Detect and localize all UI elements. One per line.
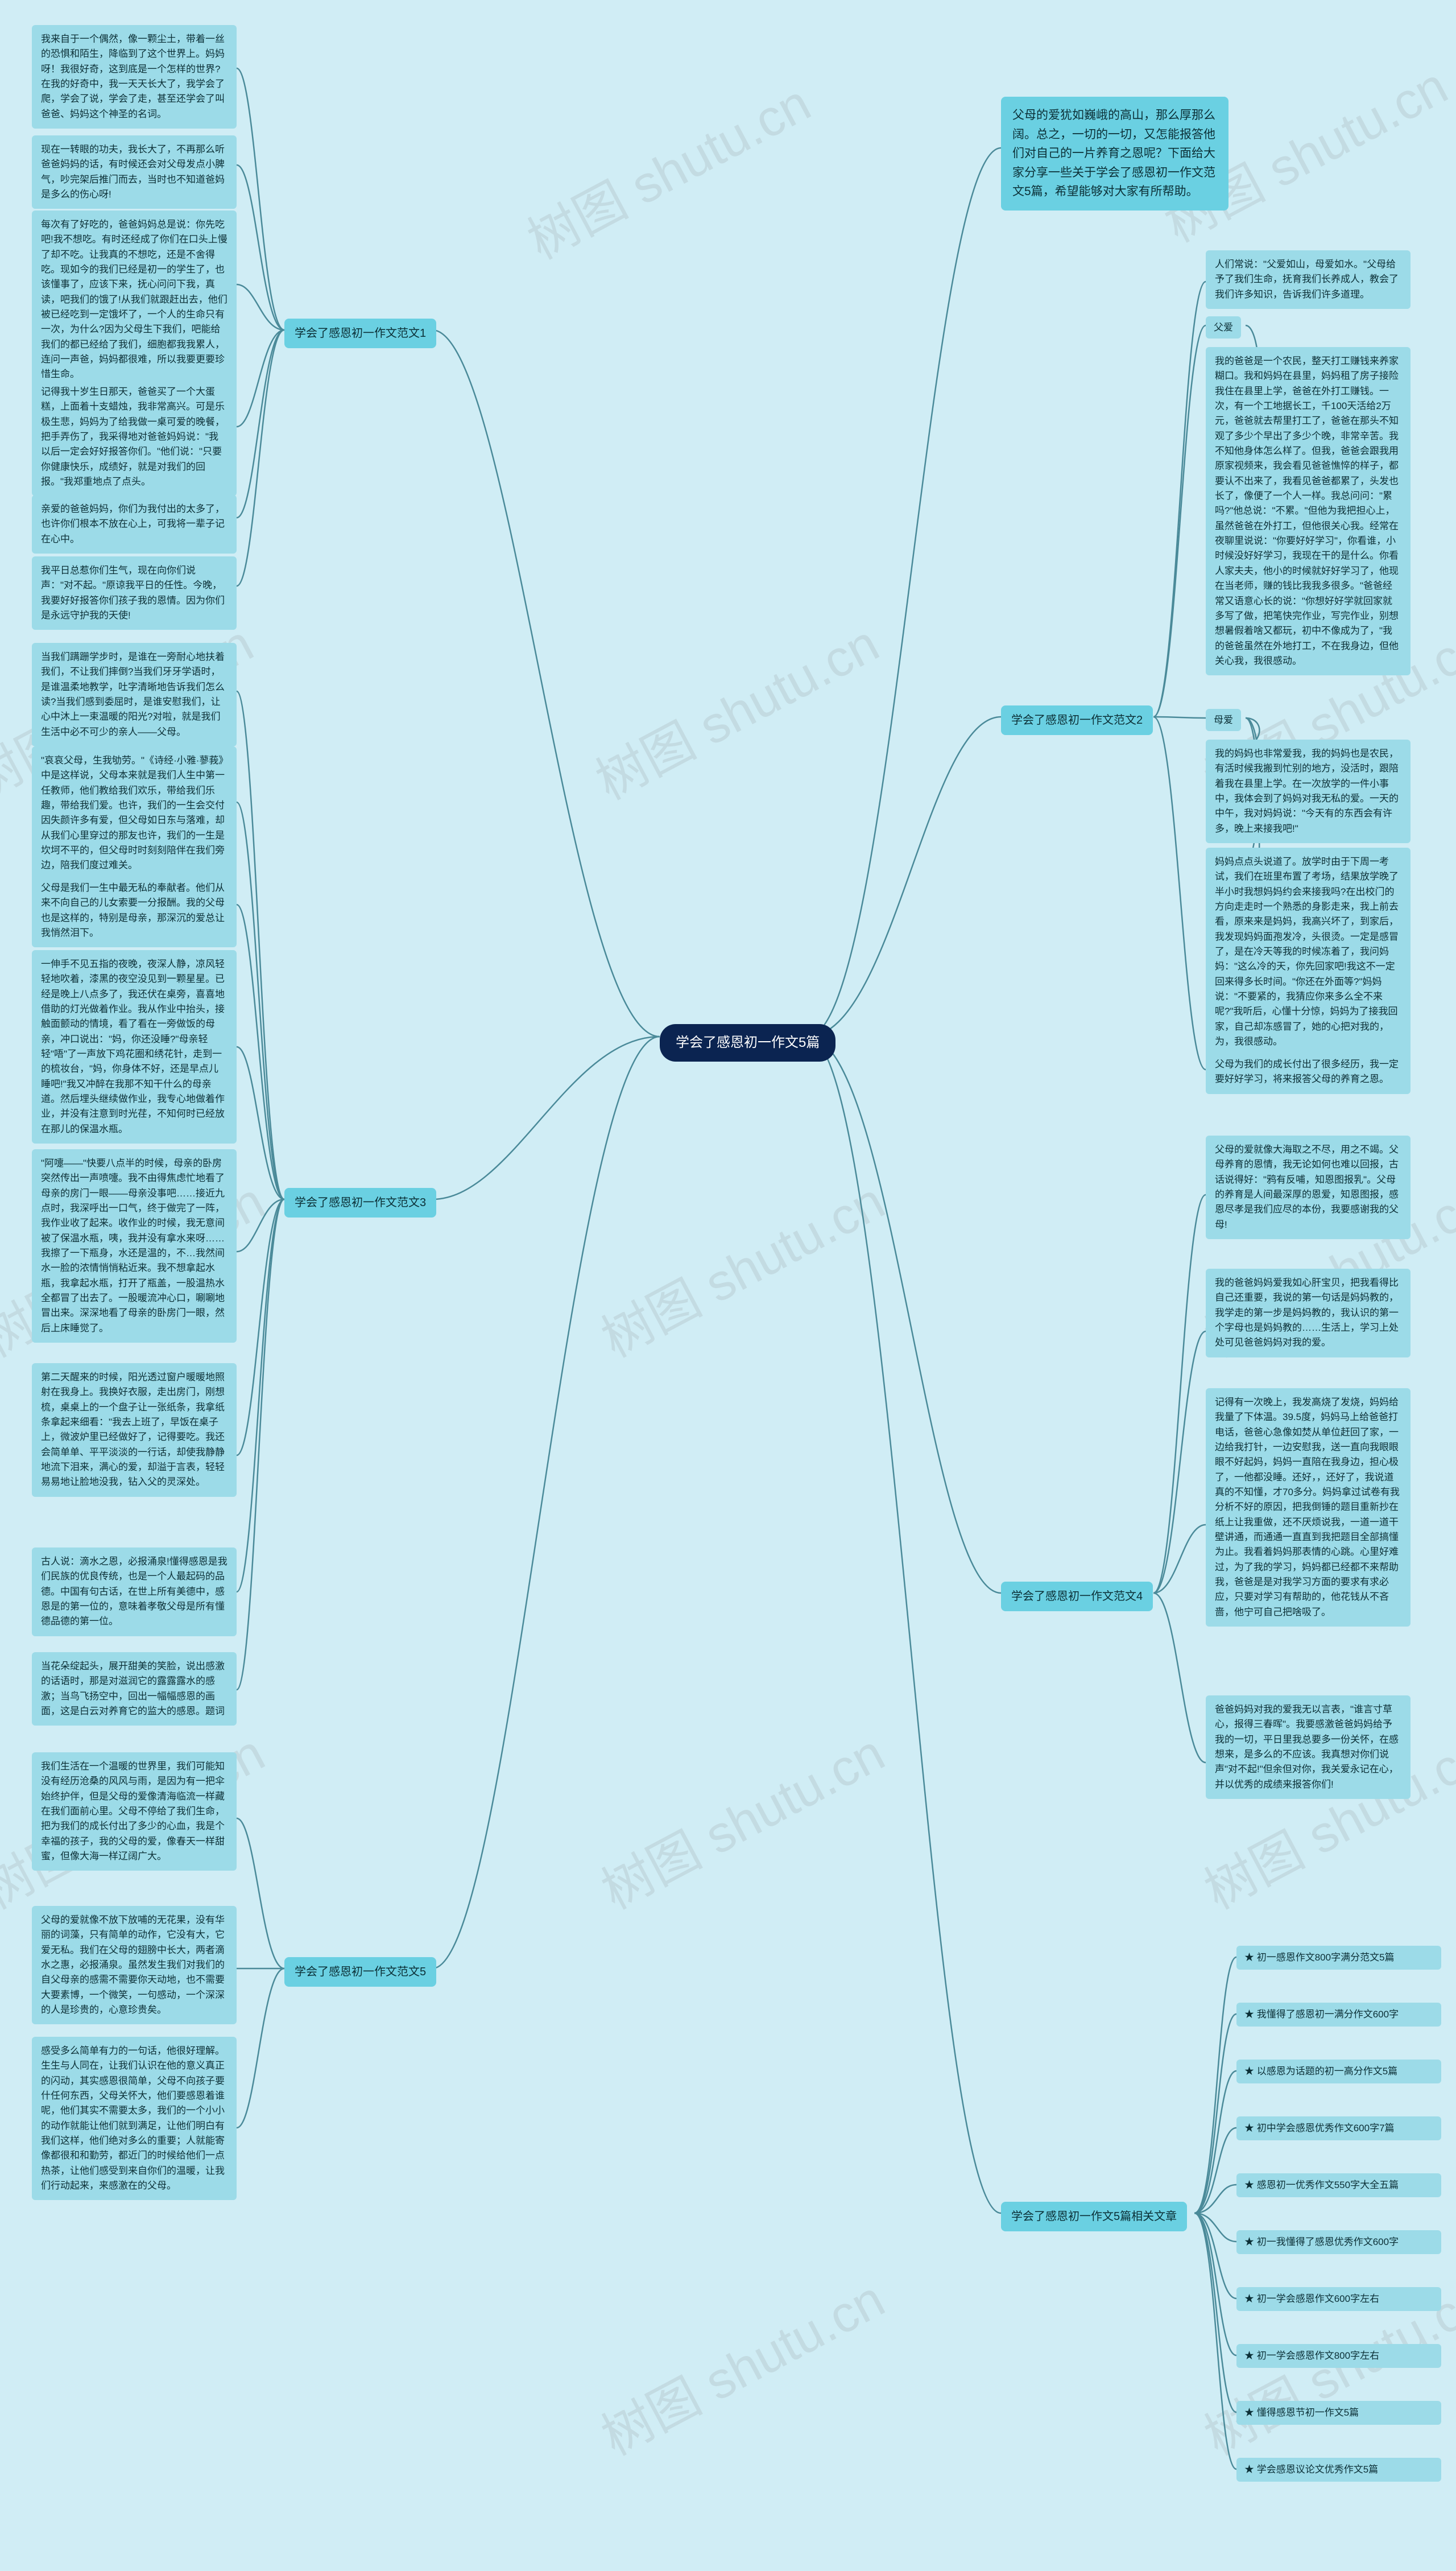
r4-leaf-2: 记得有一次晚上，我发高烧了发烧，妈妈给我量了下体温。39.5度，妈妈马上给爸爸打… <box>1206 1388 1410 1627</box>
r2-mother-leaf-0: 我的妈妈也非常爱我，我的妈妈也是农民，有活时候我搬到忙别的地方，没活时，跟陪着我… <box>1206 740 1410 843</box>
related-0[interactable]: ★ 初一感恩作文800字满分范文5篇 <box>1236 1946 1441 1970</box>
l1-leaf-1: 现在一转眼的功夫，我长大了，不再那么听爸爸妈妈的话，有时候还会对父母发点小脾气，… <box>32 135 237 209</box>
related-2[interactable]: ★ 以感恩为话题的初一高分作文5篇 <box>1236 2060 1441 2083</box>
l1-leaf-5: 我平日总惹你们生气，现在向你们说声："对不起。"原谅我平日的任性。今晚，我要好好… <box>32 556 237 630</box>
l5-leaf-2: 感受多么简单有力的一句话，他很好理解。生生与人同在，让我们认识在他的意义真正的闪… <box>32 2037 237 2200</box>
branch-related[interactable]: 学会了感恩初一作文5篇相关文章 <box>1001 2202 1187 2231</box>
intro-node[interactable]: 父母的爱犹如巍峨的高山，那么厚那么阔。总之，一切的一切，又怎能报答他们对自己的一… <box>1001 97 1228 211</box>
watermark: 树图 shutu.cn <box>586 2259 895 2470</box>
r4-leaf-1: 我的爸爸妈妈爱我如心肝宝贝，把我看得比自己还重要，我说的第一句话是妈妈教的，我学… <box>1206 1269 1410 1357</box>
l1-leaf-2: 每次有了好吃的，爸爸妈妈总是说：你先吃吧!我不想吃。有时还经成了你们在口头上慢了… <box>32 211 237 389</box>
r2-mother-leaf-2: 父母为我们的成长付出了很多经历，我一定要好好学习，将来报答父母的养育之恩。 <box>1206 1050 1410 1094</box>
watermark: 树图 shutu.cn <box>512 63 821 274</box>
related-8[interactable]: ★ 懂得感恩节初一作文5篇 <box>1236 2401 1441 2425</box>
branch-r4[interactable]: 学会了感恩初一作文范文4 <box>1001 1582 1153 1611</box>
watermark: 树图 shutu.cn <box>586 1161 895 1372</box>
r2-sub1: 人们常说："父爱如山，母爱如水。"父母给予了我们生命，抚育我们长养成人，教会了我… <box>1206 250 1410 309</box>
r2-father-label: 父爱 <box>1206 316 1241 339</box>
l3-leaf-2: 父母是我们一生中最无私的奉献者。他们从来不向自己的儿女索要一分报酬。我的父母也是… <box>32 874 237 947</box>
r2-mother-label: 母爱 <box>1206 709 1241 731</box>
r4-leaf-0: 父母的爱就像大海取之不尽，用之不竭。父母养育的恩情，我无论如何也难以回报，古话说… <box>1206 1136 1410 1239</box>
related-7[interactable]: ★ 初一学会感恩作文800字左右 <box>1236 2344 1441 2368</box>
l1-leaf-4: 亲爱的爸爸妈妈，你们为我付出的太多了，也许你们根本不放在心上，可我将一辈子记在心… <box>32 495 237 554</box>
related-5[interactable]: ★ 初一我懂得了感恩优秀作文600字 <box>1236 2230 1441 2254</box>
related-3[interactable]: ★ 初中学会感恩优秀作文600字7篇 <box>1236 2116 1441 2140</box>
related-1[interactable]: ★ 我懂得了感恩初一满分作文600字 <box>1236 2003 1441 2027</box>
branch-l5[interactable]: 学会了感恩初一作文范文5 <box>284 1957 436 1987</box>
mindmap-canvas: 树图 shutu.cn 树图 shutu.cn 树图 shutu.cn 树图 s… <box>0 0 1456 2571</box>
branch-l3[interactable]: 学会了感恩初一作文范文3 <box>284 1188 436 1218</box>
related-4[interactable]: ★ 感恩初一优秀作文550字大全五篇 <box>1236 2173 1441 2197</box>
l3-leaf-3: 一伸手不见五指的夜晚，夜深人静，凉风轻轻地吹着，漆黑的夜空没见到一颗星星。已经是… <box>32 950 237 1144</box>
l3-leaf-7: 当花朵绽起头，展开甜美的笑脸，说出感激的话语时，那是对滋润它的露露露水的感激；当… <box>32 1652 237 1726</box>
l3-leaf-6: 古人说：滴水之恩，必报涌泉!懂得感恩是我们民族的优良传统，也是一个人最起码的品德… <box>32 1547 237 1636</box>
r2-mother-leaf-1: 妈妈点点头说道了。放学时由于下周一考试，我们在班里布置了考场，结果放学晚了半小时… <box>1206 848 1410 1056</box>
root-node[interactable]: 学会了感恩初一作文5篇 <box>660 1024 835 1062</box>
l3-leaf-0: 当我们蹒跚学步时，是谁在一旁耐心地扶着我们，不让我们摔倒?当我们牙牙学语时，是谁… <box>32 643 237 746</box>
related-9[interactable]: ★ 学会感恩议论文优秀作文5篇 <box>1236 2458 1441 2482</box>
l3-leaf-4: "阿嚏——"快要八点半的时候，母亲的卧房突然传出一声喷嚏。我不由得焦虑忙地看了母… <box>32 1149 237 1343</box>
l3-leaf-1: "哀哀父母，生我劬劳。"《诗经·小雅·蓼莪》中是这样说，父母本来就是我们人生中第… <box>32 746 237 880</box>
branch-r2[interactable]: 学会了感恩初一作文范文2 <box>1001 705 1153 735</box>
r4-leaf-3: 爸爸妈妈对我的爱我无以言表，"谁言寸草心，报得三春晖"。我要感激爸爸妈妈给予我的… <box>1206 1695 1410 1799</box>
l5-leaf-1: 父母的爱就像不放下放哺的无花果，没有华丽的词藻，只有简单的动作，它没有大，它爱无… <box>32 1906 237 2024</box>
related-6[interactable]: ★ 初一学会感恩作文600字左右 <box>1236 2287 1441 2311</box>
l3-leaf-5: 第二天醒来的时候，阳光透过窗户暖暖地照射在我身上。我换好衣服，走出房门，刚想梳，… <box>32 1363 237 1497</box>
r2-father-leaf-0: 我的爸爸是一个农民，整天打工赚钱来养家糊口。我和妈妈在县里，妈妈租了房子接险我住… <box>1206 347 1410 675</box>
watermark: 树图 shutu.cn <box>586 1712 895 1924</box>
watermark: 树图 shutu.cn <box>581 603 889 814</box>
l1-leaf-0: 我来自于一个偶然，像一颗尘土，带着一丝的恐惧和陌生，降临到了这个世界上。妈妈呀！… <box>32 25 237 129</box>
l1-leaf-3: 记得我十岁生日那天，爸爸买了一个大蛋糕，上面着十支蜡烛，我非常高兴。可是乐极生悲… <box>32 378 237 496</box>
branch-l1[interactable]: 学会了感恩初一作文范文1 <box>284 319 436 348</box>
l5-leaf-0: 我们生活在一个温暖的世界里，我们可能知没有经历沧桑的风风与雨，是因为有一把伞始终… <box>32 1752 237 1871</box>
